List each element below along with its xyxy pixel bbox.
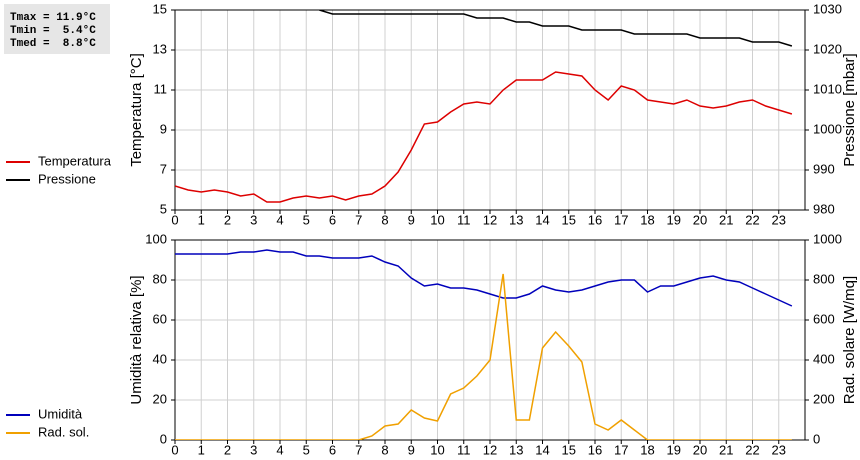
x-tick-label: 15 bbox=[562, 442, 576, 457]
x-tick-label: 0 bbox=[171, 442, 178, 457]
x-tick-label: 23 bbox=[772, 212, 786, 227]
x-tick-label: 6 bbox=[329, 212, 336, 227]
y2-axis-title: Pressione [mbar] bbox=[841, 53, 858, 166]
x-tick-label: 4 bbox=[276, 442, 283, 457]
x-tick-label: 4 bbox=[276, 212, 283, 227]
x-tick-label: 3 bbox=[250, 442, 257, 457]
x-tick-label: 5 bbox=[303, 212, 310, 227]
y-tick-label: 5 bbox=[160, 201, 167, 216]
x-tick-label: 21 bbox=[719, 212, 733, 227]
x-tick-label: 20 bbox=[693, 212, 707, 227]
y-tick-label: 40 bbox=[153, 351, 167, 366]
plot-frame bbox=[174, 9, 806, 211]
stat-line: Tmed = 8.8°C bbox=[10, 38, 96, 50]
data-line bbox=[319, 10, 793, 47]
legend-label: Umidità bbox=[38, 406, 83, 421]
x-tick-label: 18 bbox=[640, 442, 654, 457]
legend-label: Temperatura bbox=[38, 153, 112, 168]
y-tick-label: 9 bbox=[160, 121, 167, 136]
y-axis-title: Umidità relativa [%] bbox=[128, 275, 145, 404]
data-line bbox=[175, 71, 793, 203]
x-tick-label: 3 bbox=[250, 212, 257, 227]
data-line bbox=[175, 273, 792, 440]
y-tick-label: 7 bbox=[160, 161, 167, 176]
y2-tick-label: 980 bbox=[813, 201, 835, 216]
x-tick-label: 22 bbox=[745, 442, 759, 457]
x-tick-label: 2 bbox=[224, 442, 231, 457]
x-tick-label: 17 bbox=[614, 212, 628, 227]
legend-label: Rad. sol. bbox=[38, 424, 89, 439]
x-tick-label: 11 bbox=[457, 212, 471, 227]
x-tick-label: 23 bbox=[772, 442, 786, 457]
y-tick-label: 13 bbox=[153, 41, 167, 56]
x-tick-label: 10 bbox=[430, 212, 444, 227]
y2-tick-label: 1020 bbox=[813, 41, 842, 56]
x-tick-label: 13 bbox=[509, 212, 523, 227]
y-tick-label: 20 bbox=[153, 391, 167, 406]
stat-line: Tmin = 5.4°C bbox=[10, 25, 96, 37]
y2-tick-label: 1030 bbox=[813, 1, 842, 16]
x-tick-label: 1 bbox=[198, 442, 205, 457]
data-line bbox=[175, 249, 793, 307]
x-tick-label: 18 bbox=[640, 212, 654, 227]
x-tick-label: 8 bbox=[381, 212, 388, 227]
legend-label: Pressione bbox=[38, 171, 96, 186]
stat-line: Tmax = 11.9°C bbox=[10, 12, 96, 24]
x-tick-label: 12 bbox=[483, 442, 497, 457]
y-tick-label: 15 bbox=[153, 1, 167, 16]
x-tick-label: 20 bbox=[693, 442, 707, 457]
y-tick-label: 60 bbox=[153, 311, 167, 326]
x-tick-label: 0 bbox=[171, 212, 178, 227]
y2-tick-label: 400 bbox=[813, 351, 835, 366]
x-tick-label: 8 bbox=[381, 442, 388, 457]
x-tick-label: 16 bbox=[588, 442, 602, 457]
x-tick-label: 10 bbox=[430, 442, 444, 457]
stats-box bbox=[4, 4, 110, 54]
x-tick-label: 2 bbox=[224, 212, 231, 227]
x-tick-label: 14 bbox=[535, 212, 549, 227]
y2-tick-label: 200 bbox=[813, 391, 835, 406]
y2-axis-title: Rad. solare [W/mq] bbox=[841, 276, 858, 404]
y-tick-label: 0 bbox=[160, 431, 167, 446]
y-tick-label: 11 bbox=[154, 81, 168, 96]
x-tick-label: 9 bbox=[408, 442, 415, 457]
y2-tick-label: 1000 bbox=[813, 231, 842, 246]
y2-tick-label: 1000 bbox=[813, 121, 842, 136]
y2-tick-label: 800 bbox=[813, 271, 835, 286]
y-axis-title: Temperatura [°C] bbox=[128, 53, 145, 167]
x-tick-label: 22 bbox=[745, 212, 759, 227]
y-tick-label: 100 bbox=[145, 231, 167, 246]
x-tick-label: 9 bbox=[408, 212, 415, 227]
y2-tick-label: 0 bbox=[813, 431, 820, 446]
x-tick-label: 5 bbox=[303, 442, 310, 457]
x-tick-label: 19 bbox=[667, 212, 681, 227]
x-tick-label: 12 bbox=[483, 212, 497, 227]
x-tick-label: 13 bbox=[509, 442, 523, 457]
y2-tick-label: 600 bbox=[813, 311, 835, 326]
x-tick-label: 21 bbox=[719, 442, 733, 457]
x-tick-label: 6 bbox=[329, 442, 336, 457]
x-tick-label: 1 bbox=[198, 212, 205, 227]
y2-tick-label: 990 bbox=[813, 161, 835, 176]
x-tick-label: 14 bbox=[535, 442, 549, 457]
x-tick-label: 17 bbox=[614, 442, 628, 457]
y-tick-label: 80 bbox=[153, 271, 167, 286]
x-tick-label: 19 bbox=[667, 442, 681, 457]
x-tick-label: 11 bbox=[457, 442, 471, 457]
x-tick-label: 7 bbox=[355, 442, 362, 457]
x-tick-label: 16 bbox=[588, 212, 602, 227]
plot-frame bbox=[174, 239, 806, 441]
x-tick-label: 15 bbox=[562, 212, 576, 227]
x-tick-label: 7 bbox=[355, 212, 362, 227]
y2-tick-label: 1010 bbox=[813, 81, 842, 96]
